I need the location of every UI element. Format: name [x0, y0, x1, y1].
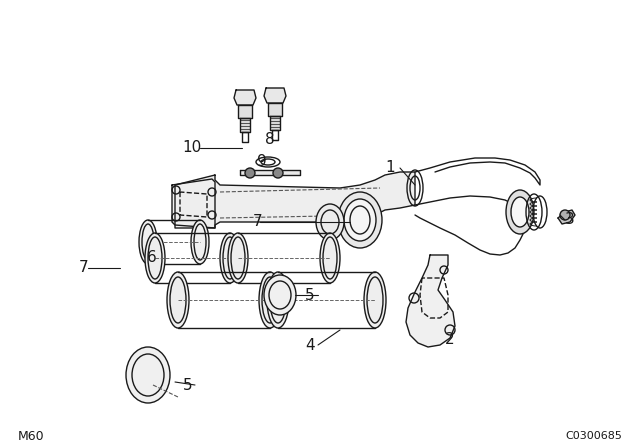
Text: 2: 2	[445, 332, 455, 348]
Ellipse shape	[145, 233, 165, 283]
Polygon shape	[268, 103, 282, 116]
Ellipse shape	[259, 272, 281, 328]
Polygon shape	[558, 210, 575, 224]
Text: 5: 5	[183, 378, 193, 392]
Polygon shape	[238, 105, 252, 118]
Circle shape	[273, 168, 283, 178]
Ellipse shape	[344, 199, 376, 241]
Ellipse shape	[511, 197, 529, 227]
Text: 7: 7	[253, 215, 263, 229]
Polygon shape	[240, 118, 250, 132]
Ellipse shape	[126, 347, 170, 403]
Circle shape	[560, 210, 570, 220]
Ellipse shape	[338, 192, 382, 248]
Polygon shape	[172, 179, 215, 228]
Polygon shape	[270, 116, 280, 130]
Text: 3: 3	[565, 212, 575, 228]
Ellipse shape	[506, 190, 534, 234]
Text: 8: 8	[265, 133, 275, 147]
Ellipse shape	[264, 275, 296, 315]
Ellipse shape	[364, 272, 386, 328]
Ellipse shape	[267, 272, 289, 328]
Text: 6: 6	[147, 250, 157, 266]
Polygon shape	[175, 172, 415, 228]
Ellipse shape	[191, 220, 209, 264]
Polygon shape	[264, 88, 286, 103]
Text: C0300685: C0300685	[565, 431, 622, 441]
Ellipse shape	[316, 204, 344, 240]
Text: 10: 10	[182, 141, 202, 155]
Text: 4: 4	[305, 337, 315, 353]
Text: 9: 9	[257, 155, 267, 169]
Ellipse shape	[228, 233, 248, 283]
Polygon shape	[406, 255, 455, 347]
Ellipse shape	[320, 233, 340, 283]
Ellipse shape	[220, 233, 240, 283]
Text: M60: M60	[18, 430, 45, 443]
Text: 5: 5	[305, 288, 315, 302]
Text: 1: 1	[385, 160, 395, 176]
Circle shape	[245, 168, 255, 178]
Text: 7: 7	[79, 260, 89, 276]
Ellipse shape	[167, 272, 189, 328]
Ellipse shape	[139, 220, 157, 264]
Polygon shape	[234, 90, 256, 105]
Polygon shape	[240, 170, 300, 175]
